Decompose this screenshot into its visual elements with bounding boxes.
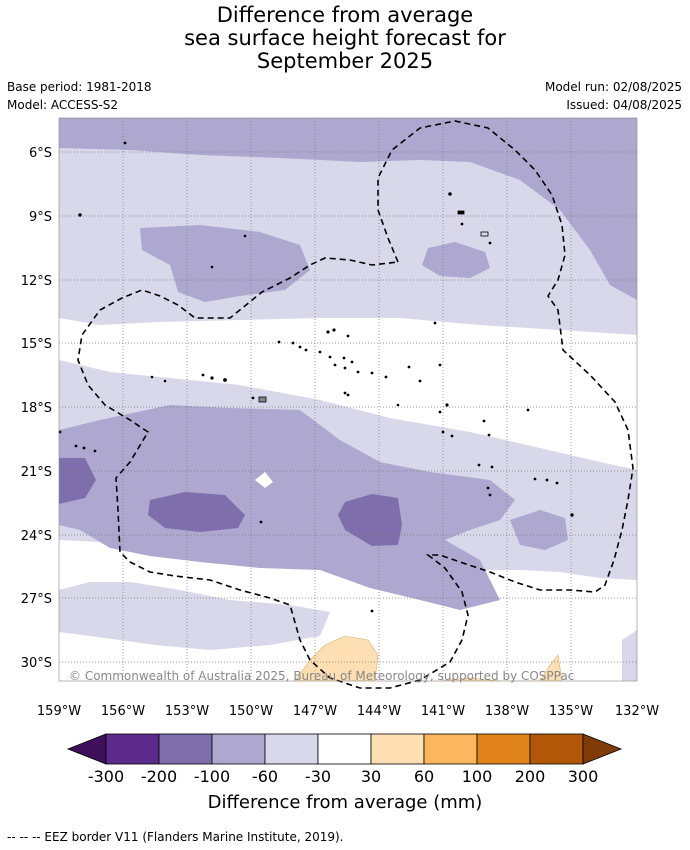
dark-patch-far-west (59, 458, 96, 504)
colorbar (66, 733, 623, 765)
title-line-1: Difference from average (216, 3, 474, 27)
base-period: Base period: 1981-2018 (7, 80, 152, 94)
medium-patch-southeast (510, 510, 568, 550)
colorbar-swatch (317, 733, 372, 765)
meta-left: Base period: 1981-2018 Model: ACCESS-S2 (7, 78, 152, 114)
lat-axis-labels: 6°S 9°S 12°S 15°S 18°S 21°S 24°S 27°S 30… (21, 146, 52, 671)
lat-label: 24°S (21, 529, 52, 544)
southeast-light-patch (622, 630, 637, 681)
anomaly-fields (59, 118, 637, 681)
gridlines (59, 118, 637, 681)
colorbar-tick: -100 (194, 767, 230, 786)
lon-label: 144°W (357, 704, 401, 719)
south-medium-band (59, 405, 515, 610)
lat-label: 21°S (21, 465, 52, 480)
colorbar-swatch (211, 733, 266, 765)
colorbar-swatch (264, 733, 319, 765)
colorbar-tick-labels: -300 -200 -100 -60 -30 30 60 100 200 300 (88, 767, 598, 786)
issued-date: Issued: 04/08/2025 (566, 98, 682, 112)
lon-axis-labels: 159°W 156°W 153°W 150°W 147°W 144°W 141°… (37, 704, 659, 719)
positive-patch-southeast (439, 654, 563, 681)
colorbar-tick: 30 (361, 767, 381, 786)
positive-patch-south (294, 635, 379, 681)
colorbar-swatch (158, 733, 213, 765)
model-name: Model: ACCESS-S2 (7, 98, 119, 112)
colorbar-tick: 300 (568, 767, 599, 786)
colorbar-swatch (529, 733, 584, 765)
eez-footnote: -- -- -- EEZ border V11 (Flanders Marine… (7, 830, 344, 844)
colorbar-tick: 200 (515, 767, 546, 786)
lon-label: 135°W (549, 704, 593, 719)
colorbar-tick: -60 (252, 767, 278, 786)
title-line-3: September 2025 (256, 49, 434, 73)
chart-title: Difference from average sea surface heig… (0, 4, 690, 73)
lat-label: 9°S (29, 210, 52, 225)
colorbar-swatch (105, 733, 160, 765)
colorbar-swatch (476, 733, 531, 765)
colorbar-swatch (370, 733, 425, 765)
lat-label: 27°S (21, 592, 52, 607)
lat-label: 30°S (21, 656, 52, 671)
lon-label: 156°W (101, 704, 145, 719)
lon-label: 132°W (615, 704, 659, 719)
copyright-text: © Commonwealth of Australia 2025, Bureau… (69, 669, 574, 683)
colorbar-arrow-right (582, 733, 623, 765)
colorbar-title: Difference from average (mm) (207, 792, 483, 813)
lon-label: 150°W (229, 704, 273, 719)
model-run: Model run: 02/08/2025 (544, 80, 682, 94)
island-markers (58, 141, 574, 613)
lat-label: 12°S (21, 274, 52, 289)
colorbar-tick: 100 (462, 767, 493, 786)
lon-label: 159°W (37, 704, 81, 719)
south-light-patch (59, 582, 330, 650)
colorbar-tick: -200 (141, 767, 177, 786)
map-frame (58, 117, 638, 682)
meta-right: Model run: 02/08/2025 Issued: 04/08/2025 (545, 78, 682, 114)
lon-label: 147°W (293, 704, 337, 719)
colorbar-arrow-left (66, 733, 107, 765)
medium-patch-east (422, 242, 490, 278)
lat-label: 15°S (21, 337, 52, 352)
lon-label: 138°W (485, 704, 529, 719)
white-pocket (255, 472, 273, 488)
colorbar-tick: -30 (305, 767, 331, 786)
colorbar-tick: -300 (88, 767, 124, 786)
lon-label: 153°W (165, 704, 209, 719)
colorbar-tick: 60 (414, 767, 434, 786)
colorbar-swatch (423, 733, 478, 765)
medium-patch-west (140, 225, 310, 302)
north-medium-band (59, 118, 637, 300)
title-line-2: sea surface height forecast for (184, 26, 506, 50)
eez-border (77, 120, 634, 689)
lat-label: 18°S (21, 401, 52, 416)
dark-patch-central (338, 494, 402, 546)
lon-label: 141°W (421, 704, 465, 719)
dark-patch-west (148, 492, 245, 532)
lat-label: 6°S (29, 146, 52, 161)
